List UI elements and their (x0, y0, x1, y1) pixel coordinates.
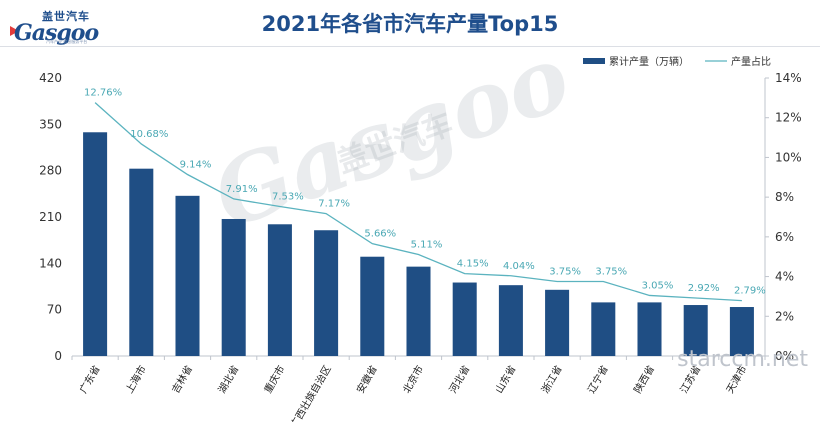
share-data-label: 2.79% (734, 286, 766, 297)
y-right-tick-label: 8% (775, 190, 794, 204)
y-left-tick-label: 70 (47, 303, 62, 317)
bar-7 (360, 256, 385, 356)
logo-tagline: 汽车产业 信息服务平台 (46, 39, 88, 44)
logo-english: Gasgoo (14, 20, 99, 46)
y-right-tick-label: 14% (775, 71, 802, 85)
share-data-label: 7.53% (272, 191, 304, 202)
y-left-tick-label: 140 (39, 256, 62, 270)
x-tick-label: 河北省 (446, 363, 472, 395)
y-left-tick-label: 280 (39, 164, 62, 178)
y-right-tick-label: 10% (775, 150, 802, 164)
bar-2 (129, 168, 154, 356)
x-tick-label: 上海市 (123, 363, 149, 395)
bar-8 (406, 266, 431, 356)
share-data-label: 3.75% (549, 267, 581, 278)
header-divider (0, 46, 820, 47)
legend-line-label: 产量占比 (731, 55, 771, 68)
share-data-label: 3.05% (642, 280, 674, 291)
bar-6 (314, 230, 339, 356)
legend-bar-label: 累计产量（万辆） (609, 55, 689, 68)
bar-11 (545, 289, 570, 356)
share-data-label: 10.68% (130, 129, 168, 140)
bar-4 (221, 218, 246, 356)
share-data-label: 4.04% (503, 261, 535, 272)
bar-1 (83, 132, 108, 356)
x-tick-label: 吉林省 (169, 363, 195, 395)
gasgoo-logo: 盖世汽车 Gasgoo 汽车产业 信息服务平台 (10, 6, 110, 46)
chart-title: 2021年各省市汽车产量Top15 (261, 12, 559, 36)
y-left-tick-label: 210 (39, 210, 62, 224)
bar-13 (637, 302, 662, 356)
bar-3 (175, 195, 200, 356)
logo-chinese: 盖世汽车 (42, 10, 90, 23)
share-line (94, 102, 742, 302)
bar-9 (452, 282, 477, 356)
y-right-tick-label: 12% (775, 111, 802, 125)
y-right-tick-label: 6% (775, 230, 794, 244)
x-tick-label: 辽宁省 (585, 363, 611, 395)
x-tick-label: 湖北省 (215, 363, 241, 395)
share-data-label: 9.14% (180, 160, 212, 171)
y-left-tick-label: 350 (39, 117, 62, 131)
share-data-label: 3.75% (595, 267, 627, 278)
x-tick-label: 重庆市 (261, 363, 287, 395)
share-data-label: 4.15% (457, 259, 489, 270)
y-right-tick-label: 4% (775, 270, 794, 284)
y-right-tick-label: 0% (775, 349, 794, 363)
share-data-label: 12.76% (84, 88, 122, 99)
x-tick-label: 广东省 (76, 363, 102, 395)
x-tick-label: 浙江省 (538, 363, 564, 395)
share-data-label: 2.92% (688, 283, 720, 294)
x-tick-label: 陕西省 (631, 363, 657, 395)
header: 盖世汽车 Gasgoo 汽车产业 信息服务平台 2021年各省市汽车产量Top1… (0, 0, 820, 46)
y-left-tick-label: 0 (54, 349, 62, 363)
bar-10 (498, 285, 523, 356)
share-data-label: 5.66% (364, 229, 396, 240)
share-data-label: 7.91% (226, 184, 258, 195)
x-tick-label: 广西壮族自治区 (287, 363, 333, 422)
x-tick-label: 山东省 (492, 363, 518, 395)
x-tick-label: 安徽省 (354, 363, 380, 395)
legend-bar-swatch (583, 58, 605, 64)
y-right-tick-label: 2% (775, 309, 794, 323)
logo-arrow-icon (10, 26, 19, 36)
bar-15 (729, 307, 754, 356)
y-left-tick-label: 420 (39, 71, 62, 85)
bar-14 (683, 305, 708, 356)
x-tick-label: 北京市 (400, 363, 426, 395)
share-data-label: 5.11% (411, 240, 443, 251)
bar-12 (591, 302, 616, 356)
watermark-site: starccm.net (677, 347, 808, 372)
bar-5 (267, 224, 292, 356)
share-data-label: 7.17% (318, 199, 350, 210)
